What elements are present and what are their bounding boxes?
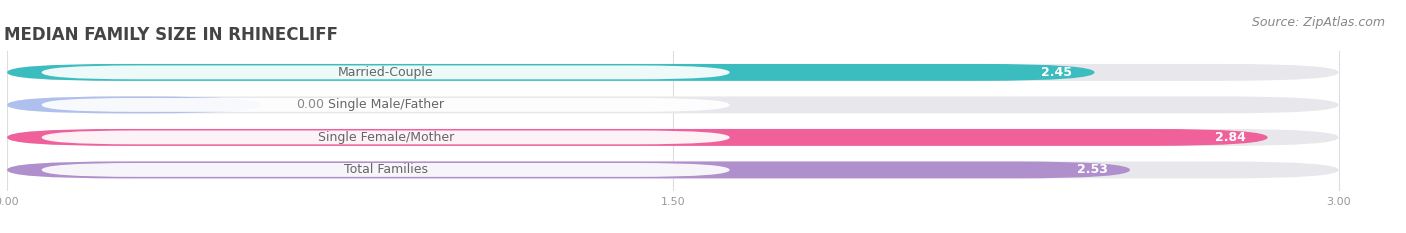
FancyBboxPatch shape bbox=[42, 98, 730, 112]
FancyBboxPatch shape bbox=[7, 161, 1130, 178]
FancyBboxPatch shape bbox=[7, 96, 262, 113]
FancyBboxPatch shape bbox=[7, 129, 1339, 146]
Text: Total Families: Total Families bbox=[343, 163, 427, 176]
FancyBboxPatch shape bbox=[7, 96, 1339, 113]
Text: 2.45: 2.45 bbox=[1042, 66, 1073, 79]
Text: Married-Couple: Married-Couple bbox=[337, 66, 433, 79]
Text: Single Female/Mother: Single Female/Mother bbox=[318, 131, 454, 144]
Text: 2.84: 2.84 bbox=[1215, 131, 1246, 144]
FancyBboxPatch shape bbox=[7, 161, 1339, 178]
Text: 0.00: 0.00 bbox=[297, 98, 325, 111]
Text: Source: ZipAtlas.com: Source: ZipAtlas.com bbox=[1251, 16, 1385, 29]
FancyBboxPatch shape bbox=[7, 129, 1268, 146]
FancyBboxPatch shape bbox=[42, 130, 730, 144]
FancyBboxPatch shape bbox=[7, 64, 1094, 81]
Text: Single Male/Father: Single Male/Father bbox=[328, 98, 444, 111]
Text: 2.53: 2.53 bbox=[1077, 163, 1108, 176]
FancyBboxPatch shape bbox=[42, 65, 730, 79]
Text: MEDIAN FAMILY SIZE IN RHINECLIFF: MEDIAN FAMILY SIZE IN RHINECLIFF bbox=[4, 26, 339, 44]
FancyBboxPatch shape bbox=[7, 64, 1339, 81]
FancyBboxPatch shape bbox=[42, 163, 730, 177]
